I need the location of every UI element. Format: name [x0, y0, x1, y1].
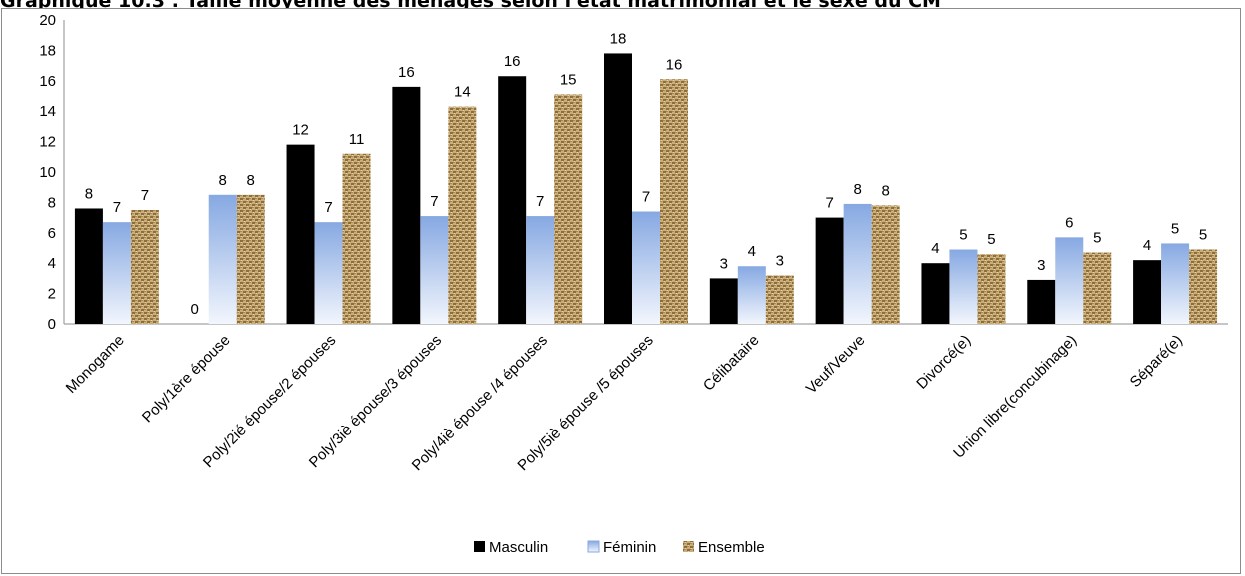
- bar-ensemble: [448, 106, 477, 324]
- bar-masculin: [1133, 260, 1162, 324]
- data-label: 3: [776, 252, 784, 269]
- data-label: 4: [748, 243, 756, 260]
- bar-féminin: [420, 216, 449, 324]
- bar-féminin: [949, 249, 978, 324]
- bar-ensemble: [554, 94, 583, 324]
- data-label: 3: [1037, 257, 1045, 274]
- data-label: 7: [141, 187, 149, 204]
- y-tick-label: 10: [39, 164, 56, 181]
- bar-ensemble: [1189, 249, 1218, 324]
- data-label: 4: [931, 240, 939, 257]
- data-label: 18: [610, 30, 627, 47]
- data-label: 5: [959, 227, 967, 244]
- data-label: 7: [536, 193, 544, 210]
- y-tick-label: 14: [39, 103, 56, 120]
- y-tick-label: 16: [39, 73, 56, 90]
- bar-masculin: [604, 53, 632, 324]
- bar-ensemble: [130, 210, 159, 324]
- data-label: 5: [1093, 230, 1101, 247]
- bar-féminin: [208, 194, 237, 324]
- y-tick-label: 6: [48, 225, 56, 242]
- bar-masculin: [1027, 279, 1056, 324]
- y-tick-label: 2: [48, 286, 56, 303]
- data-label: 12: [292, 122, 309, 139]
- data-label: 4: [1143, 237, 1151, 254]
- data-label: 8: [853, 181, 861, 198]
- y-tick-label: 20: [39, 12, 56, 29]
- category-label: Veuf/Veuve: [803, 332, 869, 398]
- data-label: 7: [113, 199, 121, 216]
- data-label: 7: [825, 195, 833, 212]
- bar-masculin: [74, 208, 103, 324]
- bar-masculin: [286, 144, 315, 324]
- data-label: 3: [720, 255, 728, 272]
- data-label: 0: [191, 301, 199, 318]
- bar-ensemble: [977, 254, 1006, 324]
- bar-féminin: [737, 266, 766, 324]
- legend-swatch-masculin: [474, 541, 485, 552]
- legend-swatch-féminin: [587, 540, 600, 553]
- data-label: 11: [349, 131, 365, 148]
- data-label: 8: [85, 185, 93, 202]
- data-label: 8: [247, 172, 255, 189]
- data-label: 6: [1065, 214, 1073, 231]
- bar-ensemble: [765, 275, 794, 324]
- data-label: 5: [1171, 220, 1179, 237]
- bar-ensemble: [342, 153, 371, 324]
- bar-ensemble: [236, 194, 265, 324]
- data-label: 8: [219, 172, 227, 189]
- data-label: 16: [666, 56, 683, 73]
- bar-ensemble: [660, 79, 688, 324]
- bar-féminin: [1055, 237, 1084, 324]
- data-labels-group: 8 7 7 0 8 8 12 7 11 16 7 14 16 7 15 18 7 16 3 4 3 7 8 8 4 5 5 3 6 5 4 5…: [85, 30, 1208, 318]
- axes: 0 2 4 6 8 10 12 14 16 18 20: [39, 12, 1228, 333]
- data-label: 16: [398, 64, 415, 81]
- legend-label: Ensemble: [698, 539, 765, 556]
- category-label: Poly/1ère épouse: [139, 332, 234, 427]
- data-label: 14: [454, 84, 471, 101]
- data-label: 16: [504, 53, 521, 70]
- bar-ensemble: [871, 205, 900, 324]
- bar-masculin: [921, 263, 950, 324]
- bar-ensemble: [1083, 252, 1112, 324]
- legend-swatch-ensemble: [683, 541, 694, 552]
- bar-féminin: [632, 211, 660, 324]
- legend: Masculin Féminin Ensemble: [474, 539, 765, 556]
- legend-label: Masculin: [489, 539, 548, 556]
- bar-féminin: [102, 222, 131, 324]
- bars-group: [74, 53, 1218, 325]
- y-tick-label: 18: [39, 42, 56, 59]
- y-tick-label: 4: [48, 255, 56, 272]
- data-label: 5: [987, 231, 995, 248]
- data-label: 7: [430, 193, 438, 210]
- category-label: Divorcé(e): [913, 332, 974, 393]
- bar-masculin: [392, 86, 421, 324]
- category-label: Célibataire: [700, 332, 763, 395]
- bar-féminin: [1161, 243, 1190, 324]
- category-label: Union libre(concubinage): [950, 332, 1080, 462]
- y-tick-label: 12: [39, 134, 56, 151]
- bar-masculin: [498, 76, 527, 325]
- bar-féminin: [314, 222, 343, 324]
- data-label: 7: [642, 189, 650, 206]
- legend-label: Féminin: [603, 539, 656, 556]
- data-label: 5: [1199, 227, 1207, 244]
- bar-masculin: [709, 278, 738, 324]
- category-label: Monogame: [63, 332, 128, 397]
- y-tick-label: 8: [48, 194, 56, 211]
- data-label: 8: [881, 182, 889, 199]
- bar-masculin: [815, 217, 844, 324]
- bar-féminin: [843, 203, 872, 324]
- data-label: 15: [560, 71, 577, 88]
- data-label: 7: [324, 199, 332, 216]
- category-label: Séparé(e): [1127, 332, 1186, 391]
- y-tick-label: 0: [48, 316, 56, 333]
- bar-féminin: [526, 216, 555, 324]
